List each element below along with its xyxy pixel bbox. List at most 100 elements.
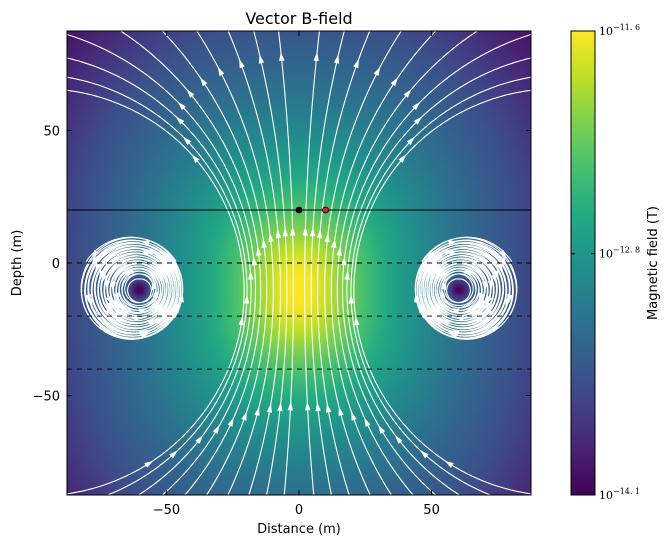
streamline-arrow	[353, 58, 359, 69]
streamline-arrow	[373, 66, 381, 77]
streamline-arrow	[305, 401, 311, 411]
streamline-11	[310, 31, 345, 495]
streamline-arrow	[113, 292, 120, 302]
streamline-arrow	[413, 116, 423, 125]
streamline-arrow	[313, 51, 319, 62]
streamline-arrow	[258, 54, 265, 64]
streamline-arrow	[348, 294, 354, 304]
x-tick-label-2: 50	[423, 503, 440, 518]
streamline-arrow	[424, 264, 433, 274]
streamline-arrow	[112, 302, 121, 311]
streamline-arrow	[268, 232, 274, 243]
streamline-arrow	[315, 402, 321, 412]
colorbar-tick-label-1: 10−12. 8	[599, 246, 640, 261]
streamline-arrow	[103, 262, 111, 272]
streamline-arrow	[427, 250, 436, 259]
observation-point-0	[295, 206, 303, 214]
streamline-arrow	[140, 240, 150, 246]
streamline-arrow	[256, 246, 262, 256]
streamline-arrow	[217, 66, 225, 77]
streamline-arrow	[390, 77, 398, 87]
streamline-arrow	[491, 274, 497, 284]
x-tick-label-0: −50	[153, 503, 180, 518]
streamline-arrow	[403, 89, 412, 98]
streamline-arrow	[275, 229, 282, 239]
streamline-arrow	[85, 294, 91, 305]
streamline-arrow	[331, 238, 337, 249]
streamline-arrow	[483, 301, 491, 311]
streamline-arrow	[277, 402, 283, 412]
streamline-6	[196, 31, 274, 495]
streamline-5	[161, 31, 268, 495]
streamline-arrow	[261, 238, 267, 249]
streamline-arrow	[139, 250, 150, 256]
streamline-7	[227, 31, 281, 495]
streamline-arrow	[238, 316, 244, 326]
colorbar-label: Magnetic field (T)	[646, 206, 661, 320]
streamline-arrow	[266, 403, 273, 413]
streamline-arrow	[140, 333, 150, 339]
colorbar: 10−14. 1 10−12. 8 10−11. 6 Magnetic field …	[570, 23, 661, 502]
streamline-arrow	[309, 227, 316, 237]
streamline-9	[278, 31, 294, 495]
streamline-arrow	[254, 406, 260, 416]
streamline-arrow	[426, 309, 434, 319]
streamline-arrow	[441, 318, 451, 326]
streamline-arrow	[499, 249, 508, 259]
streamline-arrow	[478, 298, 486, 308]
streamline-10	[304, 31, 320, 495]
streamline-arrow	[160, 257, 169, 266]
streamline-arrow	[177, 101, 186, 111]
streamline-arrow	[448, 333, 458, 339]
streamline-arrow	[429, 257, 438, 266]
streamline-arrow	[325, 403, 332, 413]
streamline-arrow	[485, 302, 493, 312]
streamline-arrow	[101, 274, 107, 284]
streamline-arrow	[241, 411, 247, 421]
streamline-arrow	[195, 435, 203, 444]
streamline-arrow	[478, 292, 485, 302]
streamline-arrow	[279, 51, 285, 62]
streamline-arrow	[364, 417, 371, 427]
y-axis-ticks: −50 0 50	[33, 124, 531, 405]
streamline-arrow	[107, 301, 115, 311]
streamline-arrow	[336, 246, 342, 256]
streamline-arrow	[290, 226, 296, 236]
streamline-arrow	[354, 316, 360, 326]
streamline-arrow	[287, 401, 293, 411]
streamline-arrow	[448, 250, 459, 256]
streamline-arrow	[316, 229, 323, 239]
streamline-arrow	[496, 262, 504, 273]
streamline-arrow	[333, 54, 340, 64]
colorbar-tick-label-2: 10−11. 6	[599, 23, 640, 38]
streamline-arrow	[395, 435, 403, 444]
streamline-arrow	[497, 256, 506, 265]
streamline-arrow	[248, 270, 254, 280]
streamline-arrow	[175, 116, 185, 125]
streamline-arrow	[165, 264, 174, 274]
streamline-0	[67, 89, 245, 495]
streamline-19	[353, 89, 531, 495]
streamline-arrow	[164, 309, 172, 319]
streamline-arrow	[463, 268, 473, 276]
streamline-14	[330, 31, 437, 495]
streamline-25	[414, 239, 517, 337]
streamline-arrow	[302, 226, 308, 236]
streamline-arrow	[450, 308, 460, 314]
observation-point-1	[322, 206, 329, 214]
streamline-arrow	[324, 232, 330, 243]
streamline-arrow	[92, 256, 101, 265]
streamline-arrow	[344, 270, 350, 280]
streamline-12	[317, 31, 371, 495]
streamline-arrow	[125, 268, 135, 276]
streamline-arrow	[186, 89, 195, 98]
streamline-arrow	[398, 154, 407, 163]
y-tick-label-0: −50	[33, 390, 60, 405]
streamline-arrow	[282, 227, 289, 237]
plot-area: −50 0 50 −50 0 50	[33, 30, 532, 518]
streamline-arrow	[487, 262, 495, 272]
colorbar-tick-label-0: 10−14. 1	[599, 487, 640, 502]
streamline-arrow	[412, 101, 421, 111]
streamline-arrow	[138, 308, 148, 314]
